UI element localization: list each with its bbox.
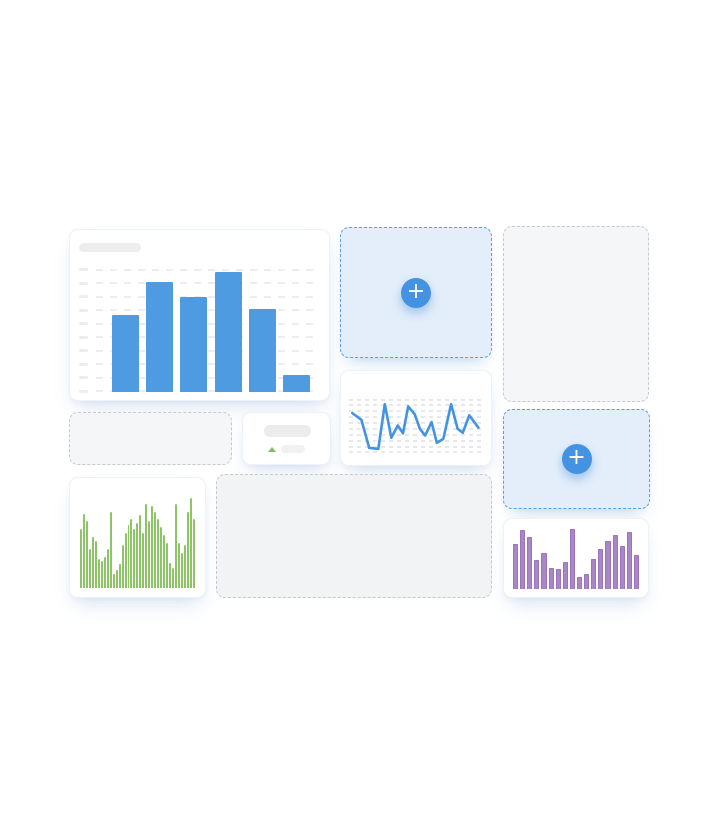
green-bars: [80, 490, 195, 588]
bar-chart-bars: [112, 268, 310, 392]
stat-trend-row: [243, 445, 330, 453]
empty-widget-slot-mid-left[interactable]: [69, 412, 232, 465]
bar-chart-widget-card[interactable]: [69, 229, 330, 401]
line-chart-line: [351, 398, 481, 454]
stat-widget-card[interactable]: [242, 412, 331, 465]
trend-up-icon: [268, 446, 276, 452]
stat-label-placeholder: [281, 445, 305, 453]
add-widget-button-2[interactable]: +: [561, 444, 592, 474]
bar-chart-plot-area: [79, 268, 319, 393]
green-bars-plot-area: [80, 490, 195, 588]
purple-bars-widget-card[interactable]: [503, 518, 649, 598]
add-widget-slot-1[interactable]: +: [340, 227, 492, 358]
purple-bars: [513, 527, 639, 589]
empty-widget-slot-top-right[interactable]: [503, 226, 649, 402]
widget-title-placeholder: [79, 243, 141, 252]
plus-icon: +: [406, 278, 426, 304]
green-bars-widget-card[interactable]: [69, 477, 206, 598]
chart-gridlines: [79, 268, 319, 393]
add-widget-slot-2[interactable]: +: [503, 409, 650, 509]
plus-icon: +: [567, 445, 586, 470]
line-chart-plot-area: [349, 398, 483, 454]
line-chart-widget-card[interactable]: [340, 370, 492, 466]
stat-value-placeholder: [264, 425, 311, 437]
purple-bars-plot-area: [513, 527, 639, 589]
empty-widget-slot-bottom[interactable]: [216, 474, 492, 598]
add-widget-button-1[interactable]: +: [401, 277, 431, 308]
